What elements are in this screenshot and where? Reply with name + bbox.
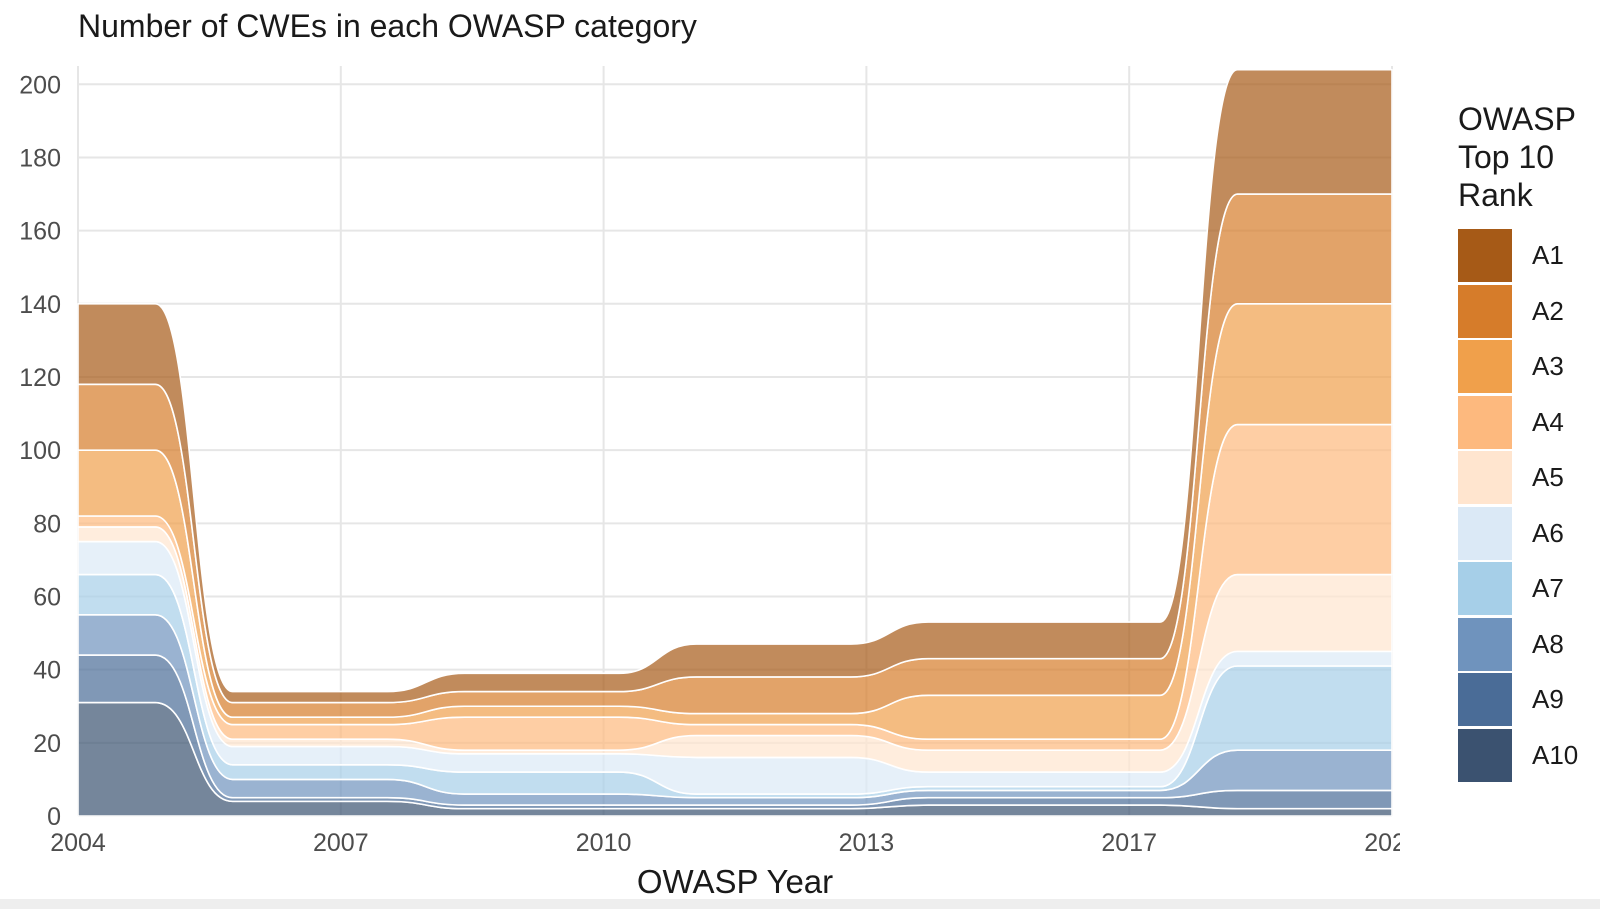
legend-item-a10: A10 bbox=[1458, 728, 1598, 784]
x-tick-label: 2010 bbox=[576, 829, 632, 857]
legend-swatch bbox=[1458, 284, 1512, 338]
legend-item-a9: A9 bbox=[1458, 672, 1598, 728]
legend-swatch bbox=[1458, 673, 1512, 727]
legend-item-a2: A2 bbox=[1458, 284, 1598, 340]
legend-item-a8: A8 bbox=[1458, 617, 1598, 673]
x-tick-label: 2021 bbox=[1364, 829, 1400, 857]
legend-label: A8 bbox=[1532, 628, 1564, 659]
legend-swatch bbox=[1458, 562, 1512, 616]
legend-item-a3: A3 bbox=[1458, 339, 1598, 395]
legend-item-a5: A5 bbox=[1458, 450, 1598, 506]
legend-swatch bbox=[1458, 617, 1512, 671]
x-tick-label: 2017 bbox=[1101, 829, 1157, 857]
y-tick-label: 100 bbox=[19, 437, 61, 465]
legend-swatch bbox=[1458, 229, 1512, 283]
x-tick-label: 2013 bbox=[839, 829, 895, 857]
stacked-area-chart: 0 20 40 60 80 100 120 140 160 180 200 2004 2007 2010… bbox=[19, 66, 1400, 900]
y-tick-labels: 0 20 40 60 80 100 120 140 160 180 200 bbox=[19, 71, 61, 831]
legend-swatch bbox=[1458, 451, 1512, 505]
y-tick-label: 140 bbox=[19, 291, 61, 319]
legend-swatch bbox=[1458, 728, 1512, 782]
legend-item-a4: A4 bbox=[1458, 395, 1598, 451]
x-tick-label: 2004 bbox=[50, 829, 106, 857]
y-tick-label: 200 bbox=[19, 71, 61, 99]
legend-swatch bbox=[1458, 340, 1512, 394]
legend-label: A3 bbox=[1532, 351, 1564, 382]
legend-label: A5 bbox=[1532, 462, 1564, 493]
legend: OWASP Top 10 Rank A1 A2 A3 A4 A5 A6 A7 A8 A9 A10 bbox=[1458, 100, 1598, 783]
legend-label: A2 bbox=[1532, 295, 1564, 326]
legend-swatch bbox=[1458, 395, 1512, 449]
area-layers bbox=[77, 68, 1393, 817]
x-tick-label: 2007 bbox=[313, 829, 369, 857]
y-tick-label: 120 bbox=[19, 364, 61, 392]
x-tick-labels: 2004 2007 2010 2013 2017 2021 bbox=[50, 829, 1400, 857]
legend-item-a7: A7 bbox=[1458, 561, 1598, 617]
legend-swatch bbox=[1458, 506, 1512, 560]
y-tick-label: 0 bbox=[47, 803, 61, 831]
legend-label: A1 bbox=[1532, 240, 1564, 271]
x-axis-label: OWASP Year bbox=[637, 863, 833, 900]
chart-title: Number of CWEs in each OWASP category bbox=[78, 8, 697, 44]
legend-label: A10 bbox=[1532, 739, 1579, 770]
legend-items: A1 A2 A3 A4 A5 A6 A7 A8 A9 A10 bbox=[1458, 228, 1598, 783]
legend-item-a6: A6 bbox=[1458, 506, 1598, 562]
y-tick-label: 20 bbox=[33, 730, 61, 758]
area-series-a1 bbox=[77, 68, 1393, 704]
legend-label: A9 bbox=[1532, 684, 1564, 715]
legend-item-a1: A1 bbox=[1458, 228, 1598, 284]
y-tick-label: 80 bbox=[33, 510, 61, 538]
y-tick-label: 60 bbox=[33, 583, 61, 611]
legend-label: A7 bbox=[1532, 573, 1564, 604]
bottom-strip bbox=[0, 899, 1600, 909]
legend-title: OWASP Top 10 Rank bbox=[1458, 101, 1576, 213]
legend-label: A4 bbox=[1532, 406, 1564, 437]
y-tick-label: 40 bbox=[33, 657, 61, 685]
legend-label: A6 bbox=[1532, 517, 1564, 548]
y-tick-label: 160 bbox=[19, 218, 61, 246]
y-tick-label: 180 bbox=[19, 144, 61, 172]
